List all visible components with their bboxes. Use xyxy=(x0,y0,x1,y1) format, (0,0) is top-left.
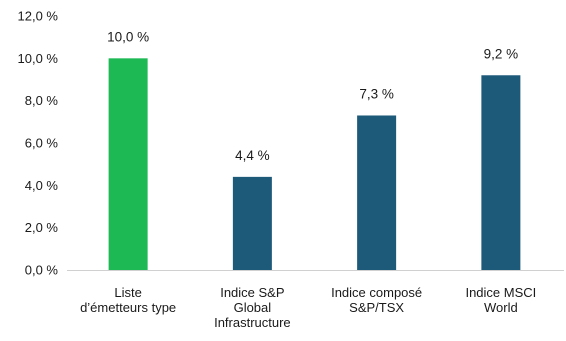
y-tick-label: 0,0 % xyxy=(25,263,59,278)
y-tick-label: 6,0 % xyxy=(25,136,59,151)
bars xyxy=(108,58,521,271)
data-labels: 10,0 % 4,4 % 7,3 % 9,2 % xyxy=(107,29,518,163)
category-label: d’émetteurs type xyxy=(80,300,176,315)
category-label: Global xyxy=(234,300,272,315)
data-label: 4,4 % xyxy=(235,148,270,163)
category-label: Liste xyxy=(114,285,141,300)
y-tick-label: 8,0 % xyxy=(25,93,59,108)
data-label: 9,2 % xyxy=(484,46,519,61)
category-label: Indice MSCI xyxy=(465,285,536,300)
bar xyxy=(108,58,148,271)
category-label: Indice S&P xyxy=(220,285,284,300)
category-label: Infrastructure xyxy=(214,315,291,330)
y-axis: 0,0 % 2,0 % 4,0 % 6,0 % 8,0 % 10,0 % 12,0 % xyxy=(18,9,59,278)
data-label: 7,3 % xyxy=(359,86,394,101)
category-label: World xyxy=(484,300,518,315)
bar xyxy=(357,115,397,270)
y-tick-label: 2,0 % xyxy=(25,220,59,235)
y-tick-label: 10,0 % xyxy=(18,51,59,66)
bar xyxy=(481,75,521,271)
category-label: S&P/TSX xyxy=(349,300,404,315)
data-label: 10,0 % xyxy=(107,29,149,44)
y-tick-label: 12,0 % xyxy=(18,9,59,24)
bar xyxy=(232,176,272,270)
y-tick-label: 4,0 % xyxy=(25,178,59,193)
category-label: Indice composé xyxy=(331,285,422,300)
